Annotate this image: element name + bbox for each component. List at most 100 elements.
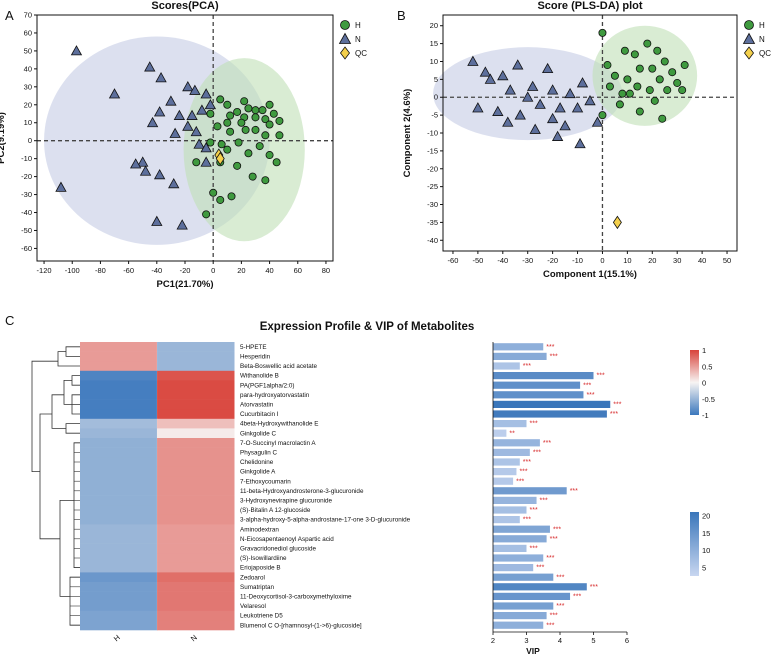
expression-colorbar-tick-label: 0 <box>702 379 706 388</box>
pca-point-n <box>169 127 181 138</box>
vip-bar <box>493 429 507 437</box>
heatmap-row-label: 7-Ethoxycoumarin <box>240 478 291 485</box>
plsda-point-n <box>584 94 596 106</box>
pca-legend-label-qc: QC <box>355 49 367 58</box>
heatmap-cell <box>157 390 235 400</box>
vip-x-tick-label: 4 <box>558 636 562 645</box>
plsda-point-h <box>630 50 639 59</box>
pca-point-h <box>233 161 242 170</box>
pca-y-tick-label: 30 <box>24 82 32 91</box>
plsda-point-n <box>522 91 534 102</box>
vip-x-tick-label: 3 <box>524 636 528 645</box>
heatmap-cell <box>157 466 235 477</box>
vip-bar <box>493 352 547 360</box>
plsda-point-h <box>680 61 689 70</box>
plsda-x-tick-label: -10 <box>572 256 583 265</box>
heatmap-row-label: Chelidonine <box>240 459 274 466</box>
vip-bar <box>493 487 567 495</box>
heatmap-row-label: Zedoarol <box>240 574 265 581</box>
pca-point-h <box>248 172 257 181</box>
dendrogram-branch <box>71 394 80 415</box>
pca-x-tick-label: 20 <box>237 266 245 275</box>
heatmap-cell <box>157 505 235 516</box>
vip-bar <box>493 468 517 476</box>
vip-bar <box>493 544 527 552</box>
vip-colorbar-tick-label: 5 <box>702 563 706 572</box>
heatmap-cell <box>157 562 235 573</box>
heatmap-row-label: (S)-Bitalin A 12-glucoside <box>240 507 311 514</box>
pca-point-h <box>223 145 232 154</box>
plsda-x-tick-label: 30 <box>673 256 681 265</box>
vip-significance-marker: *** <box>586 392 594 399</box>
pca-x-tick-label: 80 <box>322 266 330 275</box>
vip-bar <box>493 439 540 447</box>
vip-bar <box>493 602 554 610</box>
heatmap-cell <box>80 543 158 554</box>
pca-y-tick-label: 0 <box>28 136 32 145</box>
expression-colorbar-tick-label: -0.5 <box>702 395 715 404</box>
plsda-point-h <box>658 114 667 123</box>
vip-bar <box>493 612 547 620</box>
heatmap-row-label: Sumatriptan <box>240 584 274 591</box>
plsda-x-tick-label: 20 <box>648 256 656 265</box>
pca-point-n <box>173 109 186 120</box>
vip-significance-marker: *** <box>540 498 548 505</box>
panel-label-a: A <box>5 8 14 23</box>
vip-bar <box>493 621 544 629</box>
plsda-y-tick-label: -35 <box>427 218 438 227</box>
plsda-y-tick-label: 10 <box>430 57 438 66</box>
plsda-y-tick-label: -30 <box>427 200 438 209</box>
vip-significance-marker: *** <box>523 517 531 524</box>
plsda-x-tick-label: 40 <box>698 256 706 265</box>
pca-point-h <box>272 158 281 167</box>
vip-significance-marker: *** <box>553 526 561 533</box>
pca-x-tick-label: -60 <box>123 266 134 275</box>
pca-point-n <box>176 219 188 230</box>
pca-point-n <box>200 156 212 167</box>
plsda-y-tick-label: 5 <box>434 75 438 84</box>
plsda-point-n <box>527 80 539 91</box>
heatmap-cell <box>80 572 158 583</box>
vip-bar <box>493 554 544 562</box>
pca-legend-label-n: N <box>355 35 361 44</box>
heatmap-cell <box>157 361 235 372</box>
vip-significance-marker: *** <box>530 421 538 428</box>
vip-significance-marker: *** <box>546 555 554 562</box>
heatmap-cell <box>157 428 235 439</box>
heatmap-cell <box>157 543 235 554</box>
vip-bar <box>493 381 581 389</box>
pca-point-h <box>251 125 260 134</box>
pca-x-tick-label: 60 <box>294 266 302 275</box>
pca-x-tick-label: -20 <box>180 266 191 275</box>
vip-bar <box>493 573 554 581</box>
plsda-point-h <box>663 86 672 95</box>
vip-colorbar-tick-label: 10 <box>702 546 710 555</box>
heatmap-row-label: 7-O-Succinyl macrolactin A <box>240 440 316 447</box>
vip-bar <box>493 477 514 485</box>
heatmap-cell <box>157 495 235 506</box>
vip-significance-marker: *** <box>550 354 558 361</box>
pca-point-h <box>206 138 215 147</box>
plsda-point-h <box>660 57 669 66</box>
vip-x-tick-label: 6 <box>625 636 629 645</box>
vip-significance-marker: *** <box>590 584 598 591</box>
dendrogram-branch <box>31 360 58 472</box>
pca-legend-marker-qc <box>340 46 350 60</box>
plsda-point-h <box>635 107 644 116</box>
plsda-legend-marker-n <box>742 32 756 44</box>
vip-significance-marker: *** <box>550 536 558 543</box>
heatmap-cell <box>80 524 158 535</box>
plsda-point-h <box>610 71 619 80</box>
vip-colorbar <box>690 512 699 576</box>
plsda-legend-marker-qc <box>744 46 754 60</box>
heatmap-cell <box>80 428 158 439</box>
heatmap-row-label: PA(PGF1alpha/2:0) <box>240 382 294 389</box>
heatmap-row-label: Ginkgolide C <box>240 430 277 437</box>
plsda-point-n <box>541 62 554 74</box>
vip-significance-marker: *** <box>543 440 551 447</box>
plsda-point-n <box>576 77 589 88</box>
vip-x-tick-label: 2 <box>491 636 495 645</box>
heatmap-cell <box>80 438 158 448</box>
pca-point-n <box>190 125 202 137</box>
pca-point-n <box>70 45 83 56</box>
